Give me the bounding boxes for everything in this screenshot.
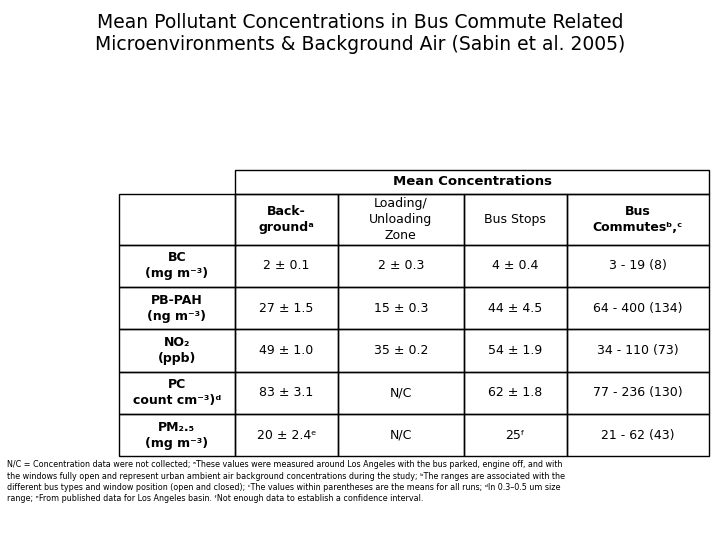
Bar	[235, 170, 709, 194]
Bar	[567, 414, 709, 456]
Text: BC
(mg m⁻³): BC (mg m⁻³)	[145, 252, 208, 280]
Text: 34 - 110 (73): 34 - 110 (73)	[597, 344, 679, 357]
Text: Back-
groundᵃ: Back- groundᵃ	[258, 205, 314, 234]
Bar	[567, 372, 709, 414]
Bar	[464, 329, 567, 372]
Bar	[119, 245, 235, 287]
Bar	[235, 245, 338, 287]
Text: N/C: N/C	[390, 429, 412, 442]
Text: 49 ± 1.0: 49 ± 1.0	[259, 344, 313, 357]
Text: 21 - 62 (43): 21 - 62 (43)	[601, 429, 675, 442]
Text: Mean Concentrations: Mean Concentrations	[392, 176, 552, 188]
Bar	[464, 287, 567, 329]
Bar	[464, 245, 567, 287]
Text: 62 ± 1.8: 62 ± 1.8	[488, 386, 542, 400]
Bar	[338, 287, 464, 329]
Text: 4 ± 0.4: 4 ± 0.4	[492, 259, 539, 273]
Bar	[338, 414, 464, 456]
Bar	[567, 245, 709, 287]
Bar	[338, 245, 464, 287]
Text: N/C = Concentration data were not collected; ᵃThese values were measured around : N/C = Concentration data were not collec…	[7, 460, 565, 503]
Text: 83 ± 3.1: 83 ± 3.1	[259, 386, 313, 400]
Text: Mean Pollutant Concentrations in Bus Commute Related
Microenvironments & Backgro: Mean Pollutant Concentrations in Bus Com…	[95, 14, 625, 55]
Bar	[464, 372, 567, 414]
Text: NO₂
(ppb): NO₂ (ppb)	[158, 336, 196, 365]
Bar	[235, 194, 338, 245]
Bar	[464, 194, 567, 245]
Text: PB-PAH
(ng m⁻³): PB-PAH (ng m⁻³)	[148, 294, 207, 323]
Bar	[119, 372, 235, 414]
Bar	[338, 372, 464, 414]
Bar	[338, 329, 464, 372]
Bar	[235, 372, 338, 414]
Bar	[567, 329, 709, 372]
Bar	[567, 287, 709, 329]
Bar	[235, 329, 338, 372]
Text: 77 - 236 (130): 77 - 236 (130)	[593, 386, 683, 400]
Bar	[119, 414, 235, 456]
Text: 3 - 19 (8): 3 - 19 (8)	[609, 259, 667, 273]
Bar	[338, 194, 464, 245]
Text: 64 - 400 (134): 64 - 400 (134)	[593, 302, 683, 315]
Text: 15 ± 0.3: 15 ± 0.3	[374, 302, 428, 315]
Bar	[235, 287, 338, 329]
Text: 44 ± 4.5: 44 ± 4.5	[488, 302, 542, 315]
Text: 2 ± 0.1: 2 ± 0.1	[263, 259, 310, 273]
Text: 2 ± 0.3: 2 ± 0.3	[377, 259, 424, 273]
Bar	[567, 194, 709, 245]
Text: PC
count cm⁻³)ᵈ: PC count cm⁻³)ᵈ	[132, 379, 221, 407]
Text: PM₂.₅
(mg m⁻³): PM₂.₅ (mg m⁻³)	[145, 421, 208, 450]
Bar	[464, 414, 567, 456]
Bar	[235, 414, 338, 456]
Text: Loading/
Unloading
Zone: Loading/ Unloading Zone	[369, 197, 432, 242]
Text: 25ᶠ: 25ᶠ	[505, 429, 525, 442]
Bar	[119, 194, 235, 245]
Text: N/C: N/C	[390, 386, 412, 400]
Bar	[119, 329, 235, 372]
Text: 35 ± 0.2: 35 ± 0.2	[374, 344, 428, 357]
Text: Bus
Commutesᵇ,ᶜ: Bus Commutesᵇ,ᶜ	[593, 205, 683, 234]
Text: 20 ± 2.4ᵉ: 20 ± 2.4ᵉ	[256, 429, 316, 442]
Text: 27 ± 1.5: 27 ± 1.5	[259, 302, 313, 315]
Text: Bus Stops: Bus Stops	[485, 213, 546, 226]
Bar	[119, 287, 235, 329]
Text: 54 ± 1.9: 54 ± 1.9	[488, 344, 542, 357]
